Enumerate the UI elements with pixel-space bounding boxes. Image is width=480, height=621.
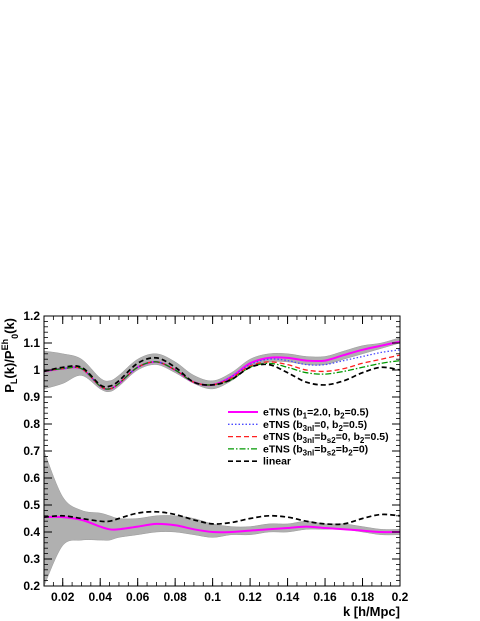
series-line-0-quadrupole <box>43 515 401 534</box>
y-tick-label: 0.5 <box>23 498 40 512</box>
y-tick-label: 1.2 <box>23 309 40 323</box>
legend-label-0: eTNS (b1=2.0, b2=0.5) <box>263 407 369 421</box>
y-tick-label: 0.4 <box>23 525 40 539</box>
x-tick-label: 0.18 <box>351 590 375 604</box>
legend-label-4: linear <box>263 456 291 468</box>
x-tick-label: 0.16 <box>313 590 337 604</box>
y-tick-label: 0.7 <box>23 444 40 458</box>
legend: eTNS (b1=2.0, b2=0.5)eTNS (b3nl=0, b2=0.… <box>228 407 389 468</box>
series-line-4-quadrupole <box>43 510 401 526</box>
x-axis-title: k [h/Mpc] <box>343 604 400 619</box>
x-tick-label: 0.08 <box>163 590 187 604</box>
series-line-2-monopole <box>43 354 401 390</box>
y-tick-label: 0.3 <box>23 552 40 566</box>
series-line-3-monopole <box>43 359 401 390</box>
y-tick-label: 0.8 <box>23 417 40 431</box>
x-tick-label: 0.14 <box>276 590 300 604</box>
series-lines <box>43 340 401 534</box>
legend-label-2: eTNS (b3nl=bs2=0, b2=0.5) <box>263 431 389 445</box>
y-axis-title: PL(k)/PEh0(k) <box>0 318 20 393</box>
axes: 0.02 0.04 0.06 0.08 0.1 0.12 0.14 0.16 0.18 0.2 0.… <box>0 309 409 619</box>
legend-label-3: eTNS (b3nl=bs2=b2=0) <box>263 443 368 457</box>
x-tick-label: 0.2 <box>392 590 409 604</box>
x-tick-label: 0.12 <box>238 590 262 604</box>
x-tick-label: 0.04 <box>89 590 113 604</box>
x-tick-label: 0.1 <box>204 590 221 604</box>
y-tick-label: 0.9 <box>23 390 40 404</box>
x-tick-label: 0.06 <box>126 590 150 604</box>
y-tick-label: 1 <box>33 363 40 377</box>
x-tick-label: 0.02 <box>51 590 75 604</box>
y-tick-label: 1.1 <box>23 336 40 350</box>
legend-label-1: eTNS (b3nl=0, b2=0.5) <box>263 419 367 433</box>
y-tick-label: 0.6 <box>23 471 40 485</box>
series-line-4-monopole <box>43 356 401 388</box>
y-tick-label: 0.2 <box>23 579 40 593</box>
